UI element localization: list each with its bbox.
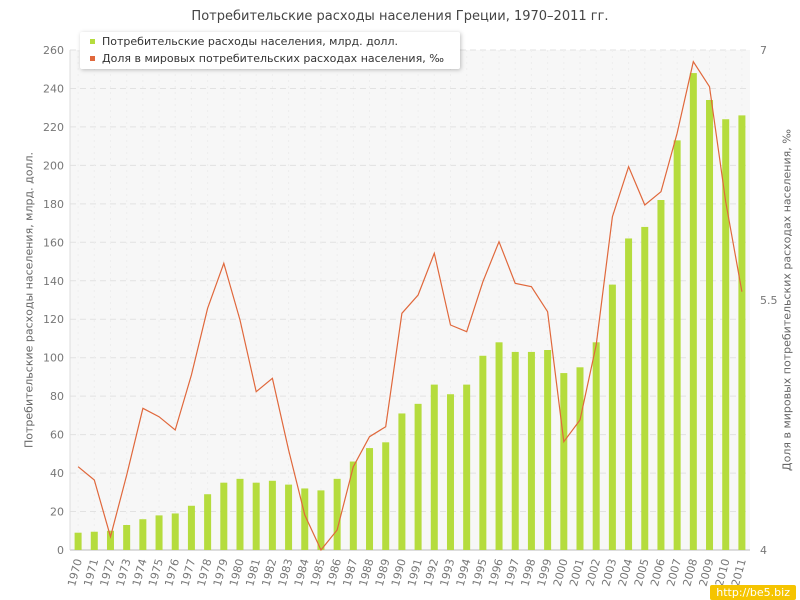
bar [220,482,228,550]
bar [398,413,406,550]
bar [317,490,325,550]
bar [641,226,649,550]
bar [722,119,730,550]
bar [689,73,697,551]
bar [511,351,519,550]
y-tick-label: 240 [43,82,64,95]
legend-item-share[interactable]: Доля в мировых потребительских расходах … [90,51,444,67]
watermark[interactable]: http://be5.biz [710,585,796,600]
bar [479,355,487,550]
y-tick-label: 0 [57,544,64,557]
plot-area [70,50,750,550]
bar [333,478,341,550]
bar [625,238,633,550]
bar [576,367,584,550]
bar [430,384,438,550]
y2-tick-label: 5.5 [760,294,778,307]
y-tick-label: 60 [50,429,64,442]
chart-legend: Потребительские расходы населения, млрд.… [80,32,460,69]
bar [446,394,454,550]
bar [738,115,746,550]
bar [414,403,422,550]
bar [560,373,568,550]
legend-swatch-line [90,55,95,61]
legend-item-spending[interactable]: Потребительские расходы населения, млрд.… [90,34,398,50]
bar [187,505,195,550]
bar [74,532,82,550]
bar [252,482,260,550]
bar [382,442,390,550]
y-axis-title-right: Доля в мировых потребительских расходах … [780,129,794,471]
y-tick-label: 220 [43,121,64,134]
bar [301,488,309,550]
y2-tick-label: 7 [760,44,767,57]
y-tick-label: 100 [43,352,64,365]
bar [171,513,179,550]
y-tick-label: 40 [50,467,64,480]
y-tick-label: 200 [43,159,64,172]
share-line [77,60,743,552]
bar [236,478,244,550]
y-tick-label: 120 [43,313,64,326]
bar [495,342,503,550]
bar [673,140,681,550]
bar [155,515,163,550]
legend-label-spending: Потребительские расходы населения, млрд.… [102,35,398,48]
bar [527,351,535,550]
y-axis-title-left: Потребительские расходы населения, млрд.… [22,152,36,448]
bar [268,480,276,550]
bar [544,350,552,550]
legend-label-share: Доля в мировых потребительских расходах … [102,52,444,65]
y-tick-label: 180 [43,198,64,211]
bar [285,484,293,550]
y-tick-label: 20 [50,506,64,519]
bar [608,284,616,550]
y2-tick-label: 4 [760,544,767,557]
bar [349,461,357,550]
bar [139,519,147,550]
bar [204,494,212,550]
bar [123,525,131,550]
chart-title: Потребительские расходы населения Греции… [191,9,609,24]
bar [106,530,114,550]
bar [706,100,714,550]
y-tick-label: 260 [43,44,64,57]
bar [90,531,98,550]
y-tick-label: 160 [43,236,64,249]
legend-swatch-bar [90,38,95,44]
y-tick-label: 80 [50,390,64,403]
y-tick-label: 140 [43,275,64,288]
bar [366,448,374,550]
bar [657,200,665,550]
bar [463,384,471,550]
bar [592,342,600,550]
